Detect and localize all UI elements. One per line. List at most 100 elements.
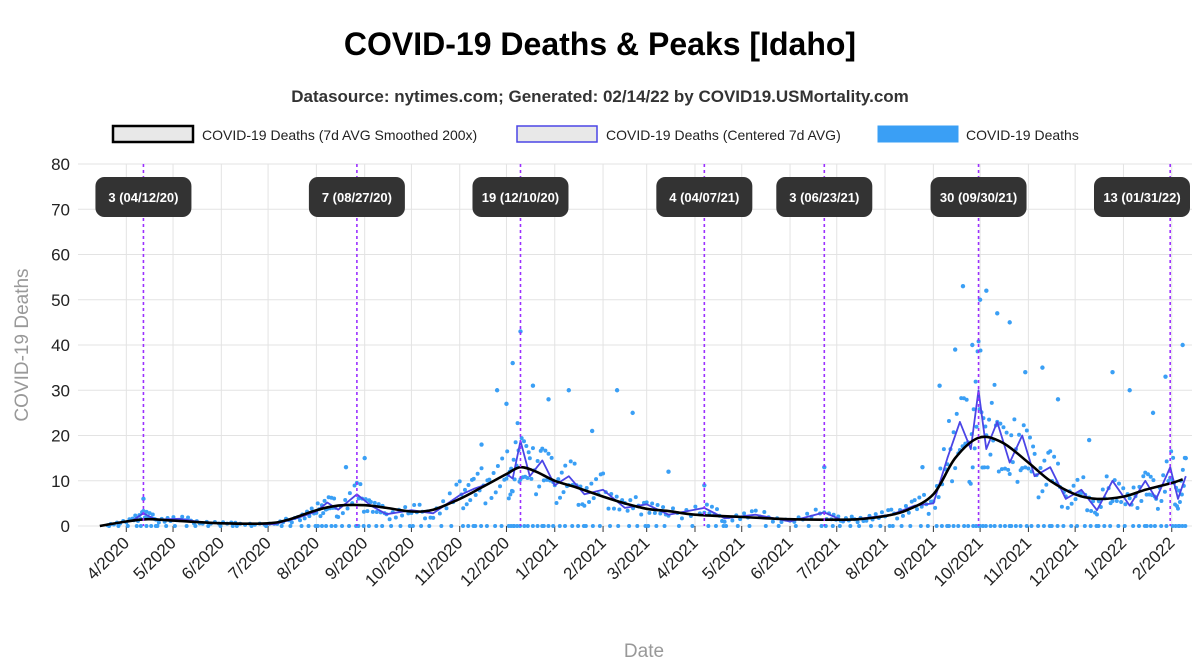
data-point <box>1089 508 1094 513</box>
data-point <box>970 342 975 348</box>
data-point <box>466 524 471 528</box>
data-point <box>1036 495 1041 500</box>
data-point <box>1040 365 1045 370</box>
data-point <box>1102 524 1107 528</box>
x-tick-label: 1/2021 <box>511 533 561 583</box>
data-point <box>374 524 379 528</box>
data-point <box>461 506 466 511</box>
data-point <box>1180 524 1185 528</box>
data-point <box>288 524 293 528</box>
data-point <box>147 511 152 516</box>
data-point <box>906 510 911 515</box>
data-point <box>534 492 539 497</box>
data-point <box>1059 504 1064 509</box>
y-tick-label: 70 <box>51 200 70 219</box>
data-point <box>515 421 520 426</box>
data-point <box>776 524 781 528</box>
data-point <box>995 311 1000 316</box>
data-point <box>998 421 1003 426</box>
data-point <box>658 511 663 516</box>
data-point <box>971 407 976 412</box>
data-point <box>713 524 718 528</box>
data-point <box>1131 485 1136 490</box>
data-point <box>633 495 638 500</box>
peak-label-box <box>656 177 753 217</box>
data-point <box>1024 428 1029 433</box>
chart-subtitle: Datasource: nytimes.com; Generated: 02/1… <box>291 87 909 106</box>
data-point <box>156 520 161 525</box>
grid <box>78 163 1192 527</box>
data-point <box>855 520 860 525</box>
data-point <box>568 459 573 464</box>
data-point <box>370 509 375 514</box>
data-point <box>589 481 594 486</box>
data-point <box>387 517 392 522</box>
data-point <box>504 476 509 481</box>
y-tick-label: 20 <box>51 427 70 446</box>
data-point <box>1038 466 1043 471</box>
data-point <box>1004 430 1009 435</box>
peak-label: 19 (12/10/20) <box>482 190 559 205</box>
data-point <box>525 475 530 480</box>
data-point <box>903 503 908 508</box>
data-point <box>561 490 566 495</box>
data-point <box>1069 524 1074 528</box>
data-point <box>572 461 577 466</box>
data-point <box>1110 369 1115 375</box>
data-point <box>998 524 1003 528</box>
data-point <box>546 451 551 456</box>
smoothed-line <box>99 435 1184 528</box>
data-point <box>971 524 976 528</box>
data-point <box>557 524 562 528</box>
data-point <box>946 419 951 424</box>
data-point <box>1036 524 1041 528</box>
y-tick-label: 60 <box>51 246 70 265</box>
data-point <box>887 524 892 528</box>
data-point <box>1127 496 1132 501</box>
data-point <box>468 498 473 503</box>
data-point <box>747 524 752 528</box>
data-point <box>180 514 185 519</box>
data-point <box>499 524 504 528</box>
data-point <box>576 502 581 507</box>
data-point <box>1152 524 1157 528</box>
data-point <box>368 499 373 504</box>
peak-label-box <box>95 177 192 217</box>
data-point <box>437 511 442 516</box>
x-tick-label: 2/2021 <box>560 533 610 583</box>
smoothed-path <box>99 435 1184 528</box>
data-point <box>184 524 189 528</box>
data-point <box>749 509 754 514</box>
data-point <box>1052 454 1057 459</box>
data-point <box>953 466 958 471</box>
x-tick-label: 12/2020 <box>456 533 513 590</box>
data-point <box>1071 483 1076 488</box>
data-point <box>597 524 602 528</box>
data-point <box>662 524 667 528</box>
data-point <box>1055 397 1061 402</box>
data-point <box>849 514 854 519</box>
data-point <box>1009 524 1014 528</box>
data-point <box>679 516 684 521</box>
data-point <box>770 519 775 524</box>
data-point <box>144 509 149 514</box>
data-point <box>594 477 599 482</box>
data-point <box>138 524 143 528</box>
data-point <box>1082 524 1087 528</box>
data-point <box>1171 455 1176 460</box>
data-point <box>704 502 709 507</box>
data-point <box>462 487 467 492</box>
data-point <box>543 448 548 453</box>
peak-label: 3 (04/12/20) <box>108 190 178 205</box>
x-tick-label: 5/2020 <box>130 533 180 583</box>
data-point <box>1032 451 1037 456</box>
x-tick-label: 8/2020 <box>273 533 323 583</box>
data-point <box>366 524 371 528</box>
data-point <box>347 524 352 528</box>
data-point <box>890 524 895 528</box>
data-point <box>193 524 198 528</box>
data-point <box>473 493 478 498</box>
data-point <box>546 524 551 528</box>
data-point <box>1002 524 1007 528</box>
legend-swatch <box>877 125 959 143</box>
